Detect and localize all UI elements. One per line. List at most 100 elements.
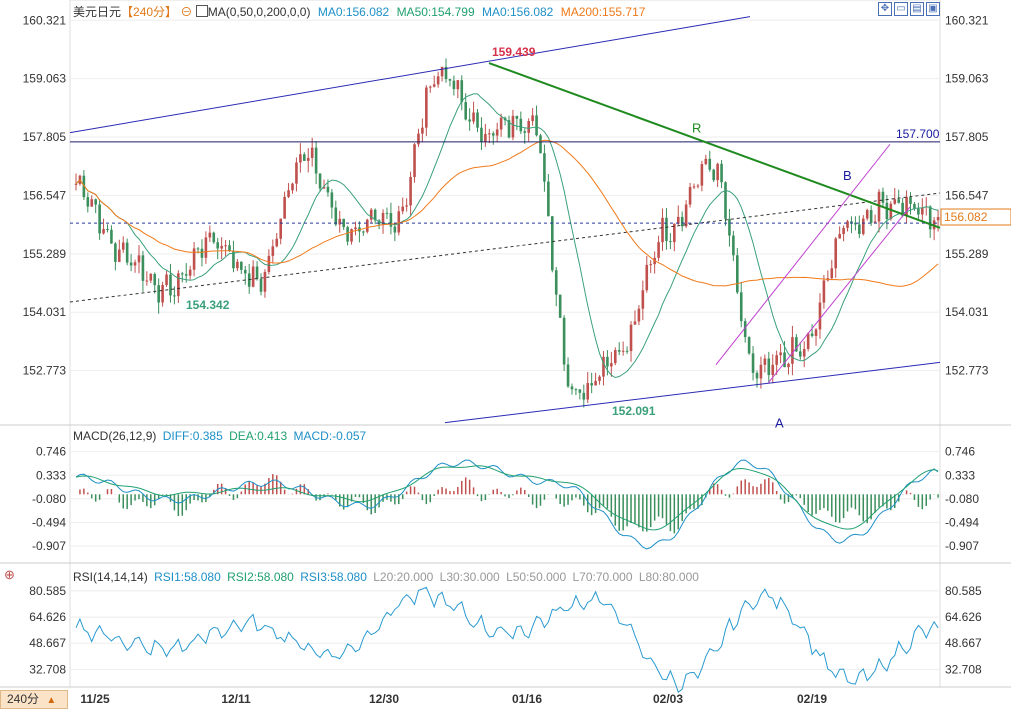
candle-body (90, 199, 94, 207)
candle-body (802, 348, 806, 357)
candle-body (350, 229, 353, 242)
candle-body (838, 234, 841, 239)
macd-tick-right: 0.746 (945, 445, 975, 459)
rsi-l30: L30:30.000 (439, 570, 500, 584)
settings-icon[interactable]: ⊖ (180, 5, 193, 19)
annotation-b: B (843, 168, 852, 183)
macd-tick-left: 0.746 (36, 445, 66, 459)
window-icon[interactable]: ▣ (926, 2, 940, 16)
candle-body (602, 356, 605, 377)
layout-icon[interactable]: ▤ (910, 2, 924, 16)
candle-body (452, 80, 456, 90)
candle-body (783, 352, 786, 368)
candle-body (771, 364, 775, 375)
candle-body (751, 353, 755, 373)
candle-body (582, 392, 586, 400)
candle-body (118, 249, 121, 262)
price-tick-right: 160.321 (945, 13, 989, 27)
crosshair-icon[interactable]: ⊕ (4, 567, 15, 582)
candle-body (82, 175, 86, 198)
candle-body (917, 208, 920, 215)
ma0-value-a: MA0:156.082 (317, 5, 390, 19)
candle-body (566, 364, 570, 387)
rsi-tick-left: 64.626 (29, 610, 66, 624)
x-tick-label: 12/11 (221, 692, 251, 706)
candle-body (192, 248, 196, 270)
candle-body (574, 389, 578, 391)
candle-body (554, 270, 558, 295)
candle-body (551, 216, 554, 271)
candle-body (440, 66, 444, 77)
candle-body (617, 350, 621, 352)
candle-body (562, 317, 566, 365)
rsi-l50: L50:50.000 (506, 570, 567, 584)
chevron-up-icon: ▲ (46, 695, 57, 706)
candle-body (543, 153, 546, 182)
candle-body (220, 245, 223, 249)
candle-body (141, 255, 145, 281)
candle-body (184, 274, 188, 276)
candle-body (716, 163, 719, 181)
macd-tick-right: -0.080 (945, 492, 979, 506)
candle-body (633, 321, 637, 325)
annotation-r: R (692, 121, 701, 136)
candle-body (539, 135, 542, 154)
candle-body (547, 181, 550, 217)
candle-body (810, 333, 814, 337)
candle-body (369, 209, 373, 220)
candle-body (318, 173, 322, 189)
candle-body (267, 255, 271, 272)
symbol-label: 美元日元 (73, 5, 122, 19)
candle-body (669, 241, 672, 243)
candle-body (865, 210, 869, 219)
rsi-line (75, 586, 939, 694)
candle-body (476, 112, 479, 128)
candle-body (787, 363, 790, 368)
macd-tick-left: -0.494 (32, 516, 66, 530)
rsi-tick-left: 32.708 (29, 662, 66, 676)
candle-body (157, 285, 160, 303)
candle-body (464, 102, 467, 120)
candle-body (180, 273, 184, 275)
candle-body (322, 186, 326, 189)
annotation-a: A (775, 415, 784, 430)
candle-body (106, 229, 109, 231)
macd-dea-line (75, 465, 939, 531)
candles-group (74, 58, 940, 408)
candle-body (637, 308, 641, 322)
rsi-tick-right: 32.708 (945, 662, 982, 676)
price-tick-right: 157.805 (945, 130, 989, 144)
ma200-value: MA200:155.717 (560, 5, 646, 19)
candle-body (692, 186, 696, 188)
candle-body (362, 231, 365, 233)
candle-body (212, 232, 216, 243)
rsi-tick-right: 48.667 (945, 636, 982, 650)
restore-icon[interactable]: ▭ (894, 2, 908, 16)
expand-icon[interactable]: ✥ (878, 2, 892, 16)
candle-body (763, 358, 767, 365)
candle-body (680, 216, 684, 227)
ma-label: MA(0,50,0,200,0,0) (207, 5, 311, 19)
candle-body (814, 329, 818, 337)
candle-body (177, 273, 180, 297)
candle-body (523, 131, 527, 133)
price-tick-right: 152.773 (945, 364, 989, 378)
candle-body (208, 232, 212, 238)
candle-body (861, 218, 865, 235)
candle-body (798, 351, 802, 357)
x-tick-label: 02/03 (653, 692, 683, 706)
candle-body (389, 213, 393, 227)
period-selector[interactable]: 240分 ▲ (0, 690, 68, 709)
candle-body (806, 333, 810, 349)
candle-body (314, 147, 318, 174)
rsi1-value: RSI1:58.080 (154, 570, 221, 584)
candle-body (94, 199, 97, 205)
candle-body (610, 363, 613, 367)
candle-body (507, 120, 511, 138)
candle-body (129, 262, 133, 266)
rsi2-value: RSI2:58.080 (227, 570, 294, 584)
candle-body (188, 269, 192, 276)
candle-body (125, 242, 129, 263)
rsi-tick-left: 48.667 (29, 636, 66, 650)
